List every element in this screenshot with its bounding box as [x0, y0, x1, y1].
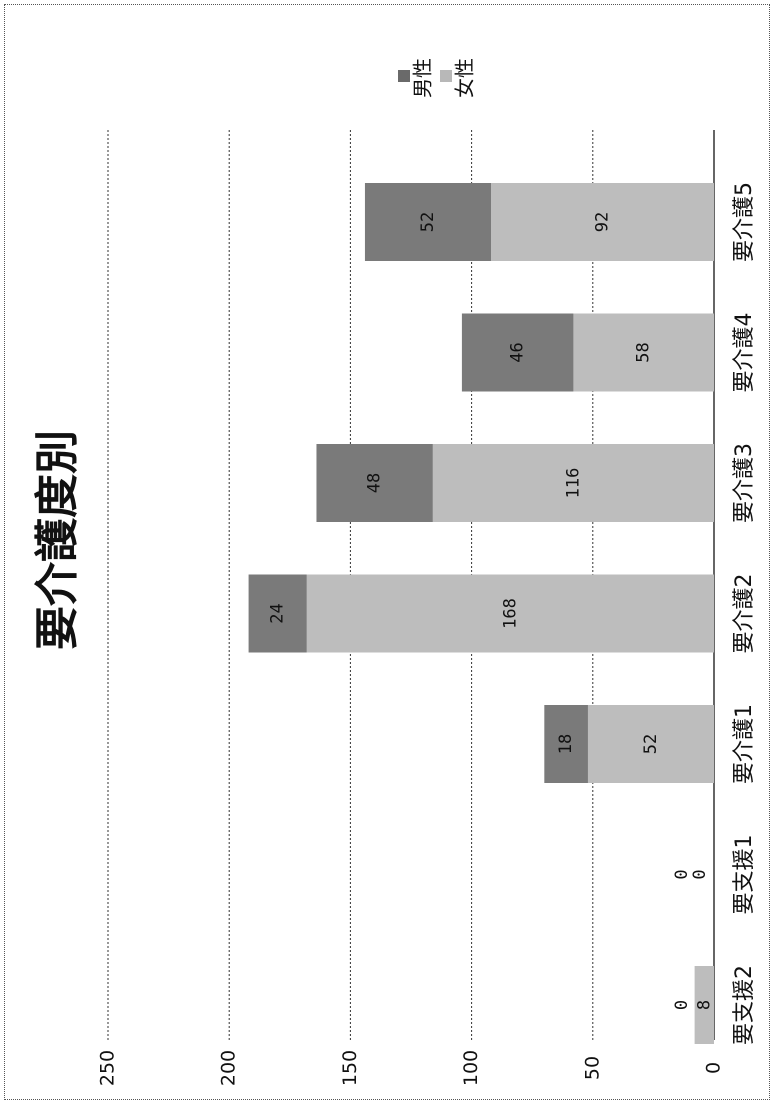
bar-male	[248, 574, 307, 653]
category-label: 要介護5	[732, 182, 757, 262]
bar-male	[316, 444, 433, 522]
bar-female	[587, 705, 714, 783]
data-label-female: 0	[690, 869, 710, 879]
category-label: 要介護1	[732, 704, 757, 784]
data-label-female: 92	[592, 212, 612, 232]
data-label-male: 24	[268, 603, 288, 623]
chart-title: 要介護度別	[32, 430, 83, 650]
legend-label-male: 男性	[411, 58, 435, 98]
bar-male	[364, 183, 491, 261]
data-label-male: 52	[418, 212, 438, 232]
bar-female	[306, 574, 714, 653]
bar-female	[490, 183, 714, 261]
y-tick-label: 200	[218, 1050, 240, 1086]
bars	[248, 183, 714, 1044]
data-label-female: 116	[563, 468, 583, 499]
bar-female	[573, 313, 714, 392]
y-tick-label: 0	[703, 1062, 725, 1074]
data-label-male: 48	[365, 473, 385, 493]
bar-male	[461, 313, 574, 392]
bar-female	[432, 444, 714, 522]
y-tick-label: 150	[339, 1050, 361, 1086]
category-label: 要介護4	[732, 313, 757, 393]
legend-swatch-female	[440, 70, 452, 82]
legend-swatch-male	[398, 70, 410, 82]
category-label: 要介護2	[732, 574, 757, 654]
data-label-male: 46	[508, 342, 528, 362]
data-label-female: 168	[500, 598, 520, 629]
bar-female	[694, 966, 714, 1044]
category-label: 要支援1	[732, 835, 757, 915]
legend-label-female: 女性	[453, 58, 477, 98]
y-tick-label: 50	[581, 1056, 603, 1080]
chart-frame	[4, 4, 770, 1100]
bar-male	[544, 705, 588, 783]
data-label-male: 0	[672, 869, 692, 879]
data-label-female: 58	[634, 342, 654, 362]
y-tick-label: 100	[460, 1050, 482, 1086]
category-axis: 要支援2 要支援1 要介護1 要介護2 要介護3 要介護4 要介護5	[732, 182, 757, 1045]
data-label-female: 8	[694, 1000, 714, 1010]
data-label-female: 52	[641, 734, 661, 754]
category-label: 要支援2	[732, 965, 757, 1045]
y-tick-label: 250	[97, 1050, 119, 1086]
legend: 男性 女性	[398, 58, 477, 98]
data-label-male: 18	[556, 734, 576, 754]
category-label: 要介護3	[732, 443, 757, 523]
data-label-male: 0	[672, 1000, 692, 1010]
